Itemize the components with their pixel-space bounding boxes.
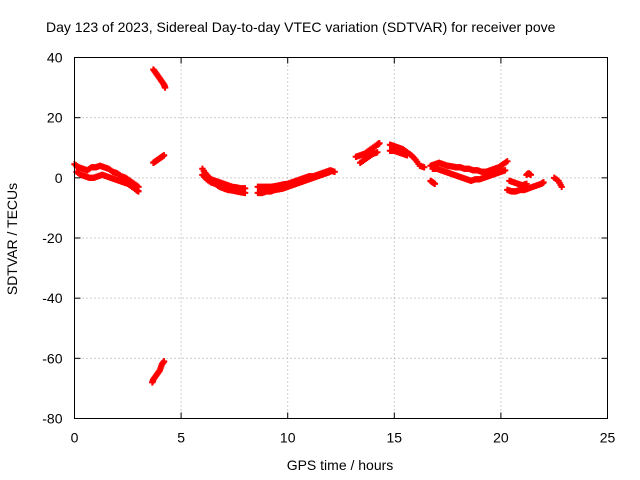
series-seg-evening-1	[427, 158, 511, 176]
series-seg-end	[551, 174, 565, 191]
y-tick-labels: -80 -60 -40 -20 0 20 40	[42, 50, 62, 427]
series-seg-outlier	[427, 177, 439, 188]
x-tick-labels: 0 5 10 15 20 25	[71, 430, 616, 446]
series-seg-afternoon-2	[356, 149, 381, 166]
series-seg-top	[150, 66, 169, 91]
x-tick-label: 5	[177, 430, 185, 446]
series-seg-peak-2	[386, 147, 411, 159]
data-point	[501, 167, 509, 174]
x-tick-label: 15	[387, 430, 403, 446]
y-tick-label: -60	[42, 350, 62, 366]
x-tick-label: 0	[71, 430, 79, 446]
series-seg-early-1	[71, 161, 142, 191]
data-point	[241, 189, 249, 197]
y-tick-label: 20	[47, 110, 63, 126]
y-tick-label: -40	[42, 290, 62, 306]
y-tick-label: -20	[42, 230, 62, 246]
data-point	[161, 84, 169, 91]
data-point	[327, 168, 334, 176]
series-seg-late	[523, 170, 534, 179]
data-point	[403, 152, 411, 159]
y-tick-label: -80	[42, 411, 62, 427]
chart-title: Day 123 of 2023, Sidereal Day-to-day VTE…	[46, 19, 556, 35]
series-seg-night-2	[506, 177, 530, 189]
data-point	[160, 358, 168, 365]
data-point	[160, 152, 168, 159]
data-point	[523, 180, 530, 188]
data-point	[376, 140, 383, 147]
data-point	[540, 179, 547, 186]
series-seg-evening-2	[429, 165, 509, 185]
data-point	[527, 171, 534, 179]
data-point	[504, 158, 511, 165]
x-tick-label: 10	[280, 430, 296, 446]
data-point	[135, 188, 142, 195]
series-seg-low	[149, 358, 168, 386]
series-seg-mid	[150, 152, 168, 166]
series-seg-early-2	[73, 168, 142, 195]
data-point	[420, 164, 428, 171]
y-tick-label: 0	[55, 170, 63, 186]
series-seg-afternoon-1	[352, 140, 383, 160]
x-tick-label: 25	[600, 430, 616, 446]
x-tick-label: 20	[493, 430, 509, 446]
data-points	[71, 66, 565, 386]
data-point	[374, 149, 381, 156]
plot-frame	[74, 57, 608, 419]
series-seg-morning-2	[199, 171, 249, 197]
series-seg-noon-2	[254, 168, 334, 197]
series-seg-morning-1	[199, 165, 249, 192]
axis-ticks	[74, 57, 608, 419]
x-axis-label: GPS time / hours	[287, 457, 394, 473]
data-point	[431, 180, 439, 188]
y-tick-label: 40	[47, 50, 63, 66]
y-axis-label: SDTVAR / TECUs	[4, 183, 20, 295]
data-point	[558, 183, 565, 191]
grid	[74, 57, 608, 419]
